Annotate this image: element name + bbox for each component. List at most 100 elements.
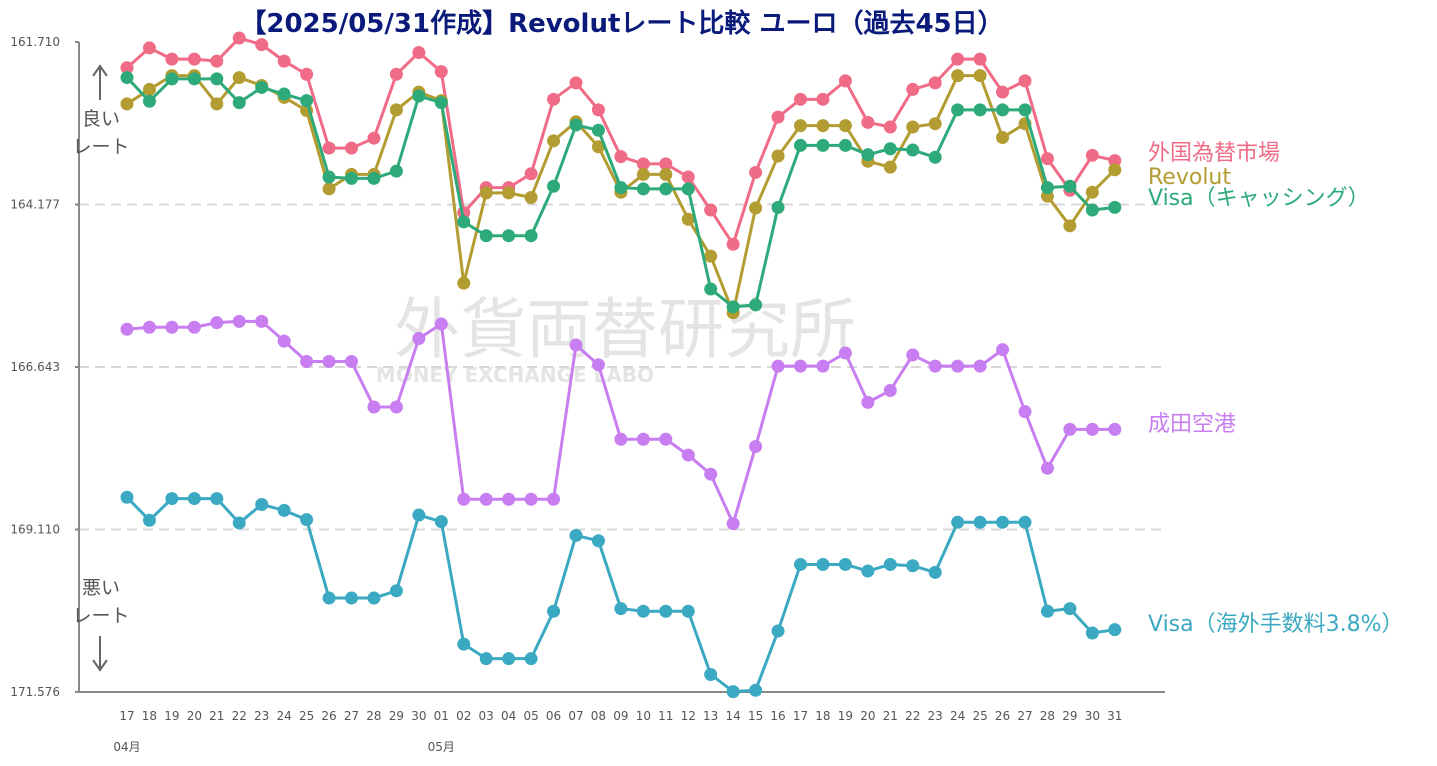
data-point [996, 515, 1010, 529]
series-line [125, 496, 1116, 694]
data-point [187, 492, 201, 506]
x-tick-label: 20 [187, 709, 202, 723]
data-point [636, 604, 650, 618]
month-label: 05月 [428, 740, 455, 754]
data-point [569, 76, 583, 90]
data-point [502, 652, 516, 666]
data-point [457, 637, 471, 651]
data-point [479, 652, 493, 666]
data-point [726, 685, 740, 699]
x-tick-label: 01 [434, 709, 449, 723]
data-point [704, 667, 718, 681]
data-point [771, 110, 785, 124]
x-tick-label: 24 [950, 709, 965, 723]
x-tick-label: 23 [928, 709, 943, 723]
y-tick-label: 166.643 [10, 360, 60, 374]
data-point [322, 182, 336, 196]
data-point [681, 170, 695, 184]
data-point [659, 182, 673, 196]
data-point [681, 604, 695, 618]
x-tick-label: 29 [1062, 709, 1077, 723]
data-point [681, 448, 695, 462]
data-point [928, 117, 942, 131]
y-tick-label: 164.177 [10, 198, 60, 212]
data-point [816, 557, 830, 571]
data-point [951, 515, 965, 529]
x-tick-label: 26 [995, 709, 1010, 723]
data-point [973, 359, 987, 373]
x-tick-label: 30 [1085, 709, 1100, 723]
data-point [1063, 422, 1077, 436]
data-point [749, 440, 763, 454]
data-point [547, 134, 561, 148]
data-point [547, 179, 561, 193]
data-point [165, 492, 179, 506]
data-point [861, 115, 875, 129]
x-tick-label: 10 [636, 709, 651, 723]
data-point [1040, 152, 1054, 166]
series-line [126, 36, 1116, 246]
data-point [300, 513, 314, 527]
data-point [591, 140, 605, 154]
data-point [659, 432, 673, 446]
data-point [771, 149, 785, 163]
data-point [345, 171, 358, 185]
data-point [794, 138, 807, 152]
data-point [659, 604, 673, 618]
x-tick-label: 11 [658, 709, 673, 723]
data-point [434, 96, 448, 110]
x-tick-label: 02 [456, 709, 471, 723]
data-point [255, 497, 269, 511]
data-point [389, 67, 403, 81]
data-point [883, 160, 897, 174]
data-point [1085, 203, 1099, 217]
data-point [749, 683, 763, 697]
x-tick-labels: 17 18 19 20 21 22 23 24 25 26 27 28 29 30 01 02 03 04 05 06… [119, 709, 1122, 723]
data-point [794, 359, 807, 373]
data-point [928, 150, 942, 164]
data-point [232, 31, 246, 45]
series-lines [120, 31, 1122, 699]
data-point [524, 229, 538, 243]
data-point [120, 490, 134, 504]
data-point [569, 338, 583, 352]
data-point [1108, 623, 1122, 637]
data-point [1108, 154, 1122, 168]
data-point [345, 355, 358, 369]
data-point [277, 87, 291, 101]
data-point [1018, 103, 1032, 117]
x-tick-label: 12 [681, 709, 696, 723]
data-point [1040, 461, 1054, 475]
x-tick-label: 14 [726, 709, 741, 723]
x-tick-label: 17 [793, 709, 808, 723]
data-point [187, 52, 201, 66]
data-point [322, 141, 336, 155]
data-point [345, 141, 358, 155]
data-point [996, 85, 1010, 99]
data-point [636, 167, 650, 181]
data-point [255, 314, 269, 328]
data-point [1018, 74, 1032, 88]
data-point [210, 316, 224, 330]
data-point [951, 359, 965, 373]
data-point [1063, 179, 1077, 193]
data-point [524, 652, 538, 666]
data-point [120, 97, 134, 111]
data-point [838, 138, 852, 152]
data-point [232, 314, 246, 328]
x-tick-label: 27 [344, 709, 359, 723]
data-point [749, 298, 763, 312]
data-point [142, 94, 156, 108]
data-point [816, 119, 830, 133]
data-point [389, 164, 403, 178]
data-point [771, 200, 785, 214]
data-point [187, 72, 201, 86]
data-point [524, 190, 538, 204]
data-point [232, 516, 246, 530]
axes [75, 41, 1165, 693]
data-point [232, 96, 246, 110]
data-point [906, 82, 920, 96]
up-arrow-head-icon [92, 64, 108, 77]
data-point [232, 71, 246, 85]
